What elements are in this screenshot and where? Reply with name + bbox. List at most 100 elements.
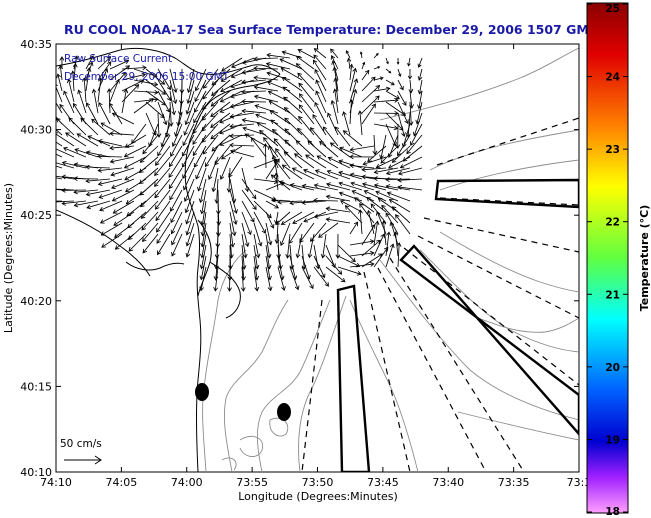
current-arrow	[397, 134, 411, 157]
current-arrow	[361, 239, 381, 257]
current-arrow	[385, 167, 411, 176]
current-arrow	[349, 163, 375, 169]
current-arrow	[363, 189, 387, 202]
current-arrow	[229, 189, 238, 214]
current-arrow	[396, 242, 402, 268]
dashed-line	[301, 299, 323, 472]
current-arrow	[154, 156, 171, 177]
current-arrow	[253, 222, 263, 247]
current-arrow	[333, 77, 339, 103]
current-arrow	[348, 99, 354, 125]
current-arrow	[193, 101, 207, 124]
current-arrow	[181, 134, 195, 157]
x-tick-label: 73:50	[302, 476, 334, 489]
current-arrow	[216, 200, 222, 226]
current-arrow	[56, 188, 75, 191]
current-arrow	[298, 115, 315, 136]
colorbar-tick-label: 19	[605, 434, 620, 446]
current-arrow	[220, 68, 243, 82]
current-arrow	[72, 62, 78, 81]
colorbar	[586, 2, 629, 514]
current-arrow	[168, 156, 183, 178]
current-arrow	[253, 85, 279, 92]
current-arrow	[265, 200, 280, 209]
current-arrow	[325, 206, 351, 213]
current-arrow	[229, 200, 238, 226]
colorbar-label: Temperature (°C)	[638, 205, 651, 312]
current-arrow	[325, 244, 336, 269]
current-arrow	[157, 233, 171, 256]
current-arrow	[97, 138, 123, 147]
current-arrow	[397, 101, 409, 125]
current-arrow	[297, 127, 315, 147]
x-tick-label: 74:00	[171, 476, 203, 489]
current-arrow	[334, 126, 351, 147]
x-axis: 74:10 74:05 74:00 73:55 73:50 73:45 73:40 73:35…	[40, 44, 591, 489]
current-arrow	[142, 233, 159, 254]
coast-north	[56, 47, 281, 75]
current-arrow	[263, 143, 268, 169]
current-arrow	[80, 117, 99, 136]
current-arrow	[337, 255, 361, 268]
current-arrow	[56, 146, 75, 158]
current-arrow	[213, 266, 219, 292]
current-arrow	[270, 119, 291, 136]
current-arrow	[170, 222, 183, 246]
plot-frame	[55, 43, 580, 473]
current-arrow	[145, 79, 167, 95]
current-arrow	[98, 189, 123, 199]
current-arrow	[109, 59, 130, 70]
current-arrow	[380, 145, 399, 164]
current-arrow	[408, 101, 414, 126]
current-arrow	[291, 167, 315, 180]
current-arrow	[361, 69, 370, 81]
current-arrow	[221, 57, 243, 72]
current-arrow	[407, 68, 413, 80]
current-arrow	[56, 117, 75, 136]
current-arrow	[266, 71, 291, 81]
x-tick-label: 73:55	[236, 476, 268, 489]
current-arrow	[349, 239, 375, 246]
current-arrow	[114, 233, 135, 250]
current-arrow	[325, 217, 351, 224]
current-arrow	[56, 200, 75, 203]
current-arrow	[56, 165, 63, 169]
current-arrow	[182, 123, 195, 147]
current-arrow	[61, 200, 87, 206]
current-arrow	[385, 68, 392, 74]
current-arrow	[74, 148, 99, 158]
current-arrow	[56, 73, 63, 92]
current-arrow	[325, 255, 343, 275]
x-tick-label: 73:35	[498, 476, 530, 489]
current-arrow	[277, 199, 303, 205]
current-arrow	[289, 182, 315, 191]
current-arrow	[385, 123, 397, 147]
colorbar-tick-label: 18	[605, 506, 620, 518]
current-arrow	[142, 134, 159, 155]
current-arrow	[192, 123, 207, 145]
current-arrow	[312, 59, 327, 81]
current-arrow	[298, 104, 315, 125]
current-arrow	[307, 233, 315, 259]
current-arrow	[194, 68, 207, 92]
current-arrow	[73, 189, 99, 195]
current-arrow	[185, 222, 195, 247]
current-arrow	[381, 220, 387, 246]
current-arrow	[100, 222, 123, 236]
legend-line-2: December 29, 2006 15:00 GMT	[64, 71, 230, 83]
current-arrow	[85, 55, 94, 70]
current-arrow	[373, 76, 384, 81]
current-arrow	[397, 177, 423, 183]
scale-label: 50 cm/s	[60, 438, 102, 450]
current-arrow	[377, 197, 399, 213]
current-arrow	[361, 76, 376, 92]
current-arrow	[203, 68, 219, 89]
current-arrow	[385, 90, 401, 100]
current-arrow	[241, 178, 257, 200]
current-arrow	[73, 200, 99, 208]
contour-line	[256, 299, 331, 472]
current-arrow	[201, 123, 219, 143]
current-arrow	[210, 90, 231, 107]
y-tick-label: 40:10	[20, 466, 52, 479]
current-arrow	[192, 112, 207, 134]
